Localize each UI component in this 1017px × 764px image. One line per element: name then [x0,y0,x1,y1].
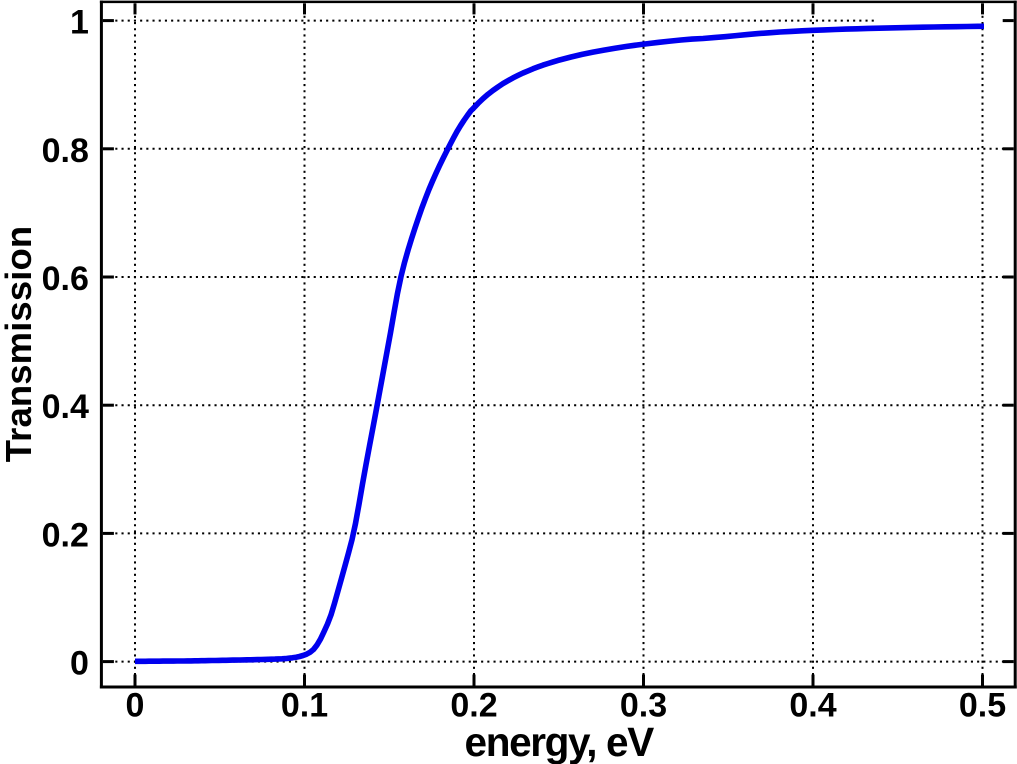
svg-text:0.2: 0.2 [450,686,497,724]
svg-text:0.4: 0.4 [789,686,836,724]
svg-text:0: 0 [70,645,89,683]
svg-text:0.3: 0.3 [620,686,667,724]
svg-text:0.2: 0.2 [42,516,89,554]
svg-text:0.5: 0.5 [959,686,1006,724]
svg-text:0: 0 [126,686,145,724]
svg-text:0.4: 0.4 [42,388,89,426]
svg-text:0.1: 0.1 [281,686,328,724]
svg-text:0.8: 0.8 [42,132,89,170]
svg-text:Transmission: Transmission [0,226,39,463]
svg-text:1: 1 [70,4,89,42]
svg-text:energy, eV: energy, eV [465,719,655,764]
svg-text:0.6: 0.6 [42,260,89,298]
